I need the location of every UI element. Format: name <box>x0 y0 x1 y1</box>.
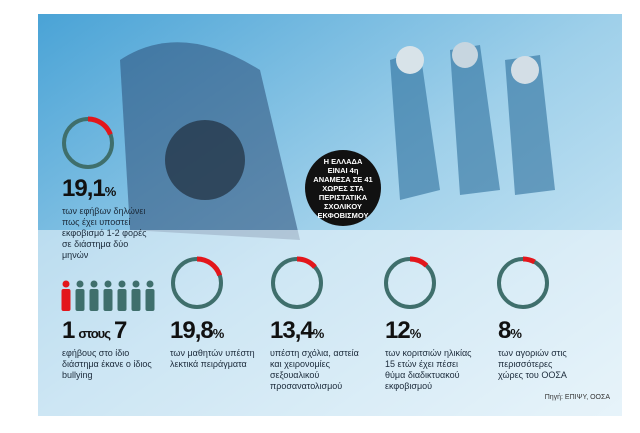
stat-caption: των αγοριών στις περισσότερες χώρες του … <box>498 348 567 380</box>
stat: 13,4% υπέστη σχόλια, αστεία και χειρονομί… <box>270 318 370 392</box>
ratio-caption: εφήβους στο ίδιο διάστημα έκανε ο ίδιος … <box>62 348 152 380</box>
person-head <box>76 280 84 288</box>
stat-unit: % <box>212 326 225 341</box>
ratio-part: 1 <box>62 317 75 344</box>
person-body <box>117 289 127 311</box>
ratio-word: στους <box>78 326 111 341</box>
person-body <box>103 289 113 311</box>
stat-unit: % <box>312 326 325 341</box>
person-head <box>118 280 126 288</box>
stat-value: 19,1% <box>62 176 152 205</box>
headline-circle: Η ΕΛΛΑΔΑ ΕΙΝΑΙ 4η ΑΝΑΜΕΣΑ ΣΕ 41 ΧΩΡΕΣ ΣΤ… <box>305 150 381 226</box>
person-head <box>132 280 140 288</box>
illustration-head <box>165 120 245 200</box>
stat-number: 8 <box>498 317 511 344</box>
stat: 12% των κοριτσιών ηλικίας 15 ετών έχει πέ… <box>385 318 480 392</box>
ring-arc <box>270 256 324 310</box>
stat-unit: % <box>510 326 522 341</box>
ring-arc <box>496 256 550 310</box>
illustration-head <box>396 46 424 74</box>
stat-value: 13,4% <box>270 318 370 347</box>
stat-unit: % <box>409 326 422 341</box>
person-body <box>75 289 85 311</box>
ratio-total: 7 <box>113 317 127 344</box>
stat-value: 12% <box>385 318 480 347</box>
stat: 8% των αγοριών στις περισσότερες χώρες το… <box>498 318 578 381</box>
stat-value: 8% <box>498 318 578 347</box>
source: Πηγή: ΕΠΙΨΥ, ΟΟΣΑ <box>544 394 610 401</box>
stat-number: 12 <box>385 317 411 344</box>
ring-arc <box>61 116 115 170</box>
stat-caption: υπέστη σχόλια, αστεία και χειρονομίες σε… <box>270 348 359 391</box>
stat-caption: των μαθητών υπέστη λεκτικά πειράγματα <box>170 348 255 369</box>
ratio-value: 1 στους 7 <box>62 318 157 347</box>
stat-value: 19,8% <box>170 318 255 347</box>
illustration-group <box>390 45 555 200</box>
person-head <box>104 280 112 288</box>
ratio: 1 στους 7 εφήβους στο ίδιο διάστημα έκανε ο… <box>62 318 157 381</box>
stat-number: 13,4 <box>270 317 314 344</box>
stat: 19,1% των εφήβων δηλώνει πως έχει υποστεί… <box>62 176 152 261</box>
stat-unit: % <box>104 184 117 199</box>
stat-number: 19,8 <box>170 317 214 344</box>
stat-number: 19,1 <box>62 175 106 202</box>
person-head <box>90 280 98 288</box>
stat-caption: των εφήβων δηλώνει πως έχει υποστεί εκφο… <box>62 206 147 260</box>
person-head <box>62 280 70 288</box>
person-head <box>146 280 154 288</box>
ring-arc <box>170 256 224 310</box>
ring-arc <box>383 256 437 310</box>
person-body <box>145 289 155 311</box>
illustration-head <box>452 42 478 68</box>
illustration-head <box>511 56 539 84</box>
stat-caption: των κοριτσιών ηλικίας 15 ετών έχει πέσει… <box>385 348 472 391</box>
person-body <box>89 289 99 311</box>
person-body <box>131 289 141 311</box>
stat: 19,8% των μαθητών υπέστη λεκτικά πειράγμα… <box>170 318 255 370</box>
person-body <box>61 289 71 311</box>
